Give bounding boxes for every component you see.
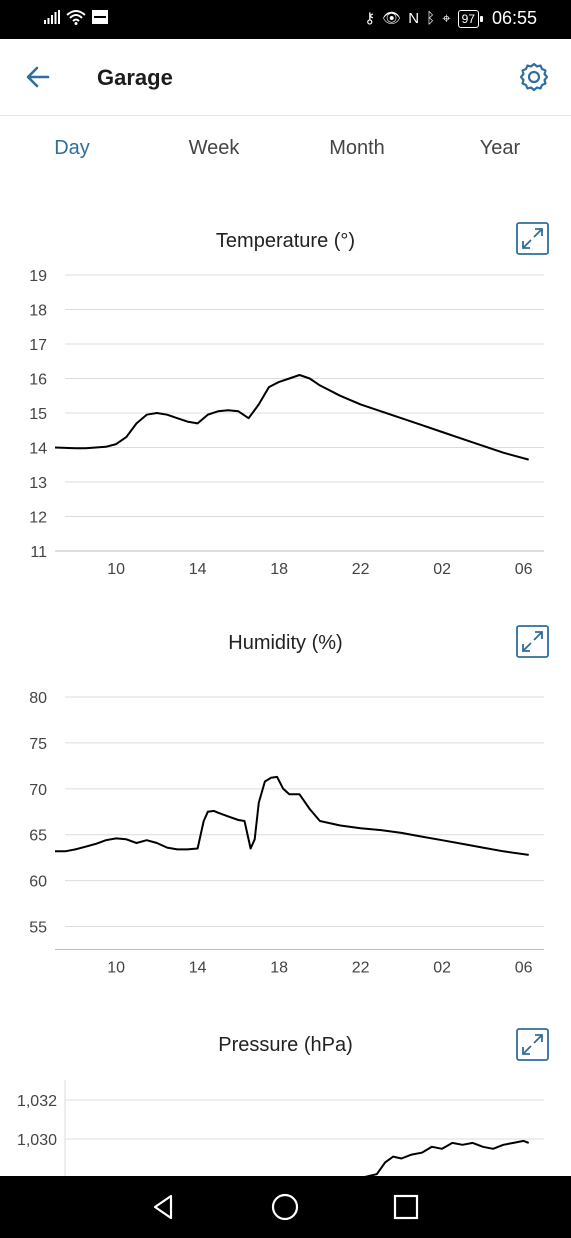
x-tick-label: 18 <box>270 960 288 977</box>
nav-home-icon[interactable] <box>268 1190 302 1224</box>
y-tick-label: 15 <box>29 406 47 423</box>
x-tick-label: 06 <box>515 960 533 977</box>
y-tick-label: 65 <box>29 828 47 845</box>
x-tick-label: 10 <box>107 561 125 578</box>
battery-indicator: 97 <box>457 9 484 28</box>
y-tick-label: 70 <box>29 782 47 799</box>
y-tick-label: 12 <box>29 510 47 527</box>
x-tick-label: 14 <box>189 960 207 977</box>
y-tick-label: 11 <box>30 544 47 561</box>
y-tick-label: 17 <box>29 337 47 354</box>
y-tick-label: 1,032 <box>17 1093 57 1110</box>
expand-icon[interactable] <box>516 1028 549 1061</box>
y-tick-label: 55 <box>29 920 47 937</box>
y-tick-label: 13 <box>29 475 47 492</box>
key-icon: ⚷ <box>364 9 376 27</box>
x-tick-label: 14 <box>189 561 207 578</box>
x-tick-label: 18 <box>270 561 288 578</box>
x-tick-label: 22 <box>352 561 370 578</box>
x-tick-label: 02 <box>433 561 451 578</box>
x-tick-label: 10 <box>107 960 125 977</box>
screenshot-icon <box>92 10 108 24</box>
y-tick-label: 60 <box>29 874 47 891</box>
humidity-chart: 80 75 70 65 60 55 10 14 18 22 02 06 <box>29 690 544 977</box>
back-arrow-icon[interactable] <box>22 61 54 93</box>
tab-day[interactable]: Day <box>54 137 90 159</box>
nav-back-icon[interactable] <box>147 1190 181 1224</box>
gear-icon[interactable] <box>518 61 550 93</box>
temperature-chart: 19 18 17 16 15 14 13 12 11 10 14 18 22 02 06 <box>29 268 544 578</box>
bluetooth-icon: ᛒ <box>426 9 436 27</box>
page-title: Garage <box>97 65 173 90</box>
nfc-icon: N <box>408 9 420 27</box>
y-tick-label: 19 <box>29 268 47 285</box>
y-tick-label: 18 <box>29 303 47 320</box>
y-tick-label: 14 <box>29 441 47 458</box>
expand-icon[interactable] <box>516 625 549 658</box>
y-tick-label: 75 <box>29 736 47 753</box>
temperature-chart-title: Temperature (°) <box>215 230 356 252</box>
series-line <box>364 1139 530 1176</box>
pressure-chart-title: Pressure (hPa) <box>218 1034 353 1056</box>
humidity-chart-title: Humidity (%) <box>228 632 343 654</box>
status-bar: ⚷ 👁 N ᛒ ⌖ 97 06:55 <box>0 0 571 39</box>
clock: 06:55 <box>491 8 537 28</box>
system-nav-bar <box>0 1176 571 1238</box>
signal-icon <box>44 10 60 24</box>
x-tick-label: 06 <box>515 561 533 578</box>
eye-icon: 👁 <box>382 9 402 27</box>
pressure-chart: 1,032 1,030 <box>17 1080 544 1176</box>
y-tick-label: 1,030 <box>17 1132 57 1149</box>
series-line <box>55 775 529 856</box>
x-tick-label: 22 <box>352 960 370 977</box>
y-tick-label: 16 <box>29 372 47 389</box>
y-tick-label: 80 <box>29 690 47 707</box>
nav-recents-icon[interactable] <box>389 1190 423 1224</box>
app-bar: Garage <box>0 39 571 116</box>
series-line <box>54 374 529 461</box>
period-tabs: Day Week Month Year <box>0 117 571 183</box>
location-icon: ⌖ <box>442 9 451 27</box>
wifi-icon <box>66 10 86 25</box>
x-tick-label: 02 <box>433 960 451 977</box>
tab-month[interactable]: Month <box>329 137 385 159</box>
expand-icon[interactable] <box>516 222 549 255</box>
tab-year[interactable]: Year <box>479 137 521 159</box>
tab-week[interactable]: Week <box>188 137 240 159</box>
